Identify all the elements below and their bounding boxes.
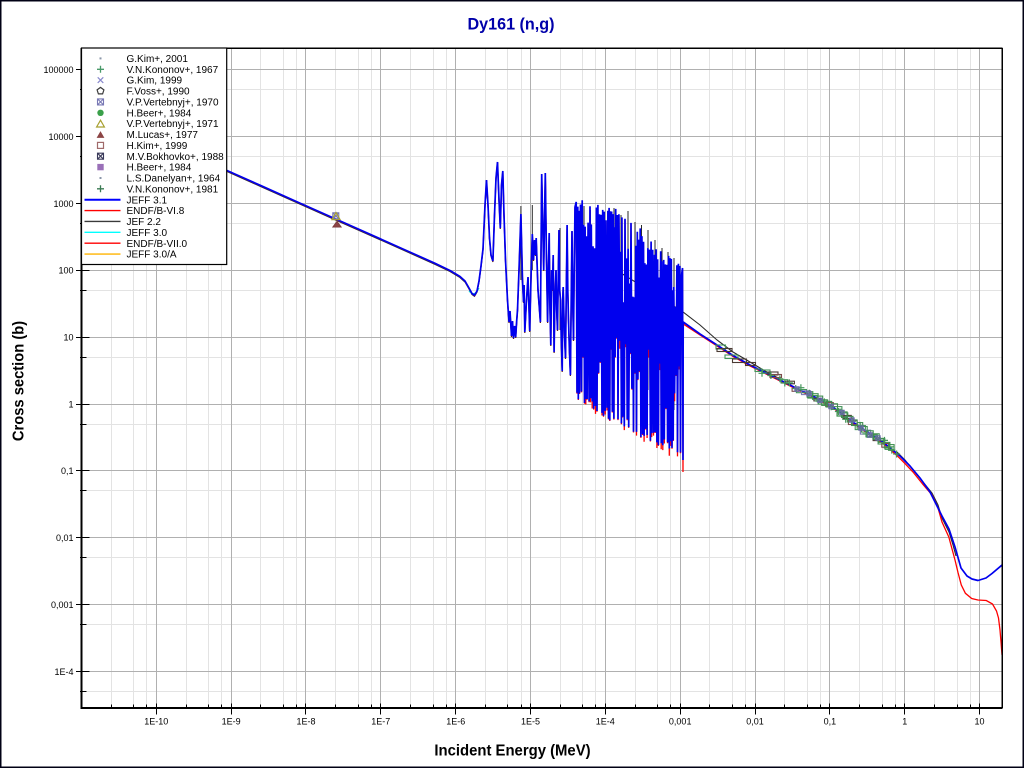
svg-text:1E-8: 1E-8 bbox=[296, 717, 315, 727]
svg-text:JEFF 3.1: JEFF 3.1 bbox=[127, 195, 168, 206]
svg-text:0,1: 0,1 bbox=[824, 717, 837, 727]
svg-text:H.Beer+, 1984: H.Beer+, 1984 bbox=[127, 108, 192, 119]
svg-text:1E-5: 1E-5 bbox=[521, 717, 540, 727]
svg-text:F.Voss+, 1990: F.Voss+, 1990 bbox=[127, 87, 191, 98]
svg-text:10: 10 bbox=[63, 333, 73, 343]
svg-text:Incident Energy (MeV): Incident Energy (MeV) bbox=[434, 742, 590, 760]
svg-text:1E-6: 1E-6 bbox=[446, 717, 465, 727]
svg-text:H.Beer+, 1984: H.Beer+, 1984 bbox=[127, 163, 192, 174]
svg-text:V.N.Kononov+, 1981: V.N.Kononov+, 1981 bbox=[127, 184, 219, 195]
svg-text:ENDF/B-VI.8: ENDF/B-VI.8 bbox=[127, 206, 185, 217]
svg-text:1000: 1000 bbox=[53, 199, 73, 209]
svg-text:100000: 100000 bbox=[43, 65, 73, 75]
svg-text:M.Lucas+, 1977: M.Lucas+, 1977 bbox=[127, 130, 199, 141]
svg-text:Cross section (b): Cross section (b) bbox=[10, 321, 27, 441]
svg-text:V.P.Vertebnyj+, 1971: V.P.Vertebnyj+, 1971 bbox=[127, 119, 219, 130]
svg-text:1E-9: 1E-9 bbox=[222, 717, 241, 727]
svg-text:0,001: 0,001 bbox=[669, 717, 692, 727]
svg-text:1E-4: 1E-4 bbox=[596, 717, 615, 727]
svg-text:1: 1 bbox=[902, 717, 907, 727]
svg-text:ENDF/B-VII.0: ENDF/B-VII.0 bbox=[127, 239, 188, 250]
svg-text:0,001: 0,001 bbox=[51, 600, 74, 610]
svg-text:H.Kim+, 1999: H.Kim+, 1999 bbox=[127, 141, 188, 152]
svg-text:1: 1 bbox=[68, 399, 73, 409]
svg-text:JEF 2.2: JEF 2.2 bbox=[127, 217, 162, 228]
svg-text:G.Kim, 1999: G.Kim, 1999 bbox=[127, 76, 183, 87]
svg-text:V.N.Kononov+, 1967: V.N.Kononov+, 1967 bbox=[127, 65, 219, 76]
svg-text:10: 10 bbox=[974, 717, 984, 727]
svg-text:M.V.Bokhovko+, 1988: M.V.Bokhovko+, 1988 bbox=[127, 152, 225, 163]
svg-text:100: 100 bbox=[58, 266, 73, 276]
svg-text:L.S.Danelyan+, 1964: L.S.Danelyan+, 1964 bbox=[127, 174, 221, 185]
svg-text:0,01: 0,01 bbox=[56, 533, 74, 543]
svg-text:1E-4: 1E-4 bbox=[54, 667, 73, 677]
svg-text:V.P.Vertebnyj+, 1970: V.P.Vertebnyj+, 1970 bbox=[127, 98, 219, 109]
svg-text:0,01: 0,01 bbox=[746, 717, 764, 727]
svg-text:JEFF 3.0: JEFF 3.0 bbox=[127, 228, 168, 239]
svg-text:10000: 10000 bbox=[48, 132, 73, 142]
svg-text:1E-7: 1E-7 bbox=[371, 717, 390, 727]
svg-text:1E-10: 1E-10 bbox=[144, 717, 168, 727]
svg-text:0,1: 0,1 bbox=[61, 466, 74, 476]
svg-text:G.Kim+, 2001: G.Kim+, 2001 bbox=[127, 54, 189, 65]
svg-text:JEFF 3.0/A: JEFF 3.0/A bbox=[127, 250, 177, 261]
svg-text:Dy161 (n,g): Dy161 (n,g) bbox=[467, 14, 554, 33]
